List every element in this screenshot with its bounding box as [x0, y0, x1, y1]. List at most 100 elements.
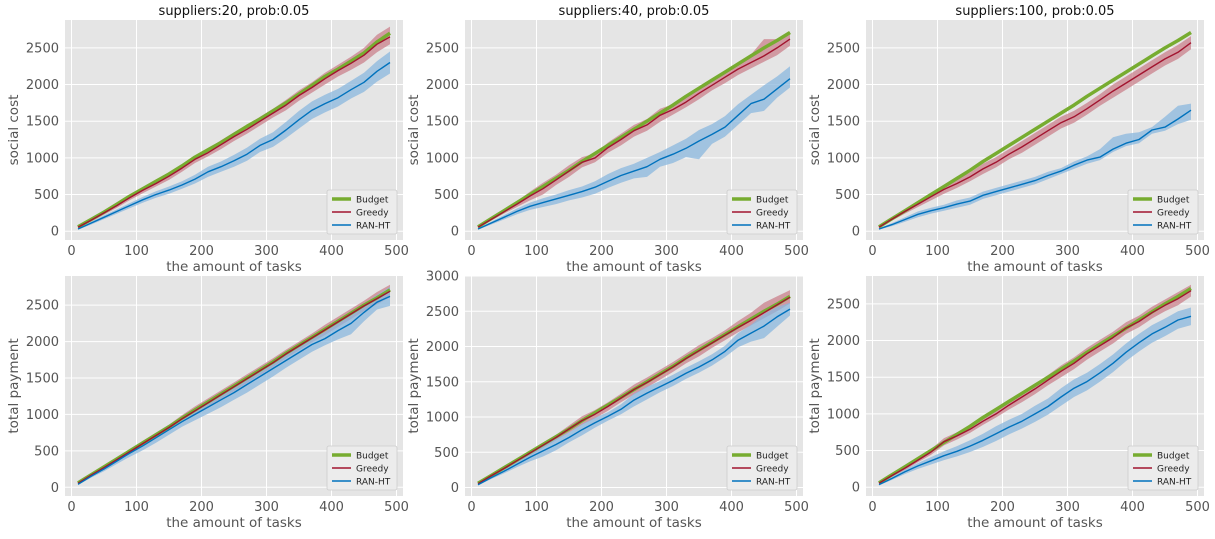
y-tick-label: 2500: [827, 41, 860, 56]
legend-label: RAN-HT: [356, 478, 391, 488]
x-tick-label: 200: [589, 500, 614, 515]
x-tick-label: 100: [925, 244, 950, 259]
legend-box: [726, 445, 798, 491]
y-axis-label: social cost: [6, 95, 22, 166]
x-tick-label: 500: [1185, 244, 1210, 259]
legend-label: Budget: [756, 196, 789, 206]
y-tick-label: 0: [451, 481, 459, 496]
series-line-greedy: [878, 290, 1192, 484]
x-tick-label: 300: [254, 500, 279, 515]
legend: Budget Greedy RAN-HT: [726, 445, 798, 491]
x-tick-label: 100: [524, 244, 549, 259]
y-tick-label: 2500: [426, 305, 459, 320]
x-tick-label: 100: [925, 500, 950, 515]
y-tick-label: 0: [51, 225, 59, 240]
y-tick-label: 500: [34, 188, 59, 203]
legend-label: Budget: [356, 196, 389, 206]
y-tick-label: 1500: [426, 375, 459, 390]
legend-box: [326, 445, 398, 491]
legend: Budget Greedy RAN-HT: [326, 189, 398, 235]
y-tick-label: 2500: [426, 41, 459, 56]
x-axis-label: the amount of tasks: [967, 259, 1103, 275]
y-tick-label: 2000: [426, 78, 459, 93]
chart-title: suppliers:20, prob:0.05: [159, 4, 310, 19]
y-tick-label: 1500: [426, 115, 459, 130]
legend-box: [1127, 445, 1199, 491]
chart-title: suppliers:100, prob:0.05: [955, 4, 1114, 19]
band-ranht: [879, 307, 1191, 486]
x-tick-label: 300: [1055, 500, 1080, 515]
y-axis-label: total payment: [6, 338, 22, 433]
y-tick-label: 1000: [426, 411, 459, 426]
series-line-greedy: [77, 36, 391, 228]
series-line-budget: [878, 287, 1192, 485]
x-tick-label: 500: [1185, 500, 1210, 515]
x-tick-label: 500: [384, 244, 409, 259]
y-tick-label: 1500: [26, 371, 59, 386]
legend-label: Greedy: [356, 209, 389, 219]
y-tick-label: 500: [434, 446, 459, 461]
x-tick-label: 0: [467, 244, 475, 259]
y-tick-label: 1000: [827, 151, 860, 166]
x-tick-label: 200: [189, 244, 214, 259]
y-tick-label: 1500: [827, 371, 860, 386]
legend: Budget Greedy RAN-HT: [1127, 189, 1199, 235]
y-tick-label: 1500: [26, 115, 59, 130]
x-tick-label: 200: [990, 244, 1015, 259]
y-tick-label: 500: [434, 188, 459, 203]
x-tick-label: 400: [319, 500, 344, 515]
x-axis-label: the amount of tasks: [566, 259, 702, 275]
x-tick-label: 0: [868, 244, 876, 259]
y-tick-label: 1000: [26, 151, 59, 166]
y-tick-label: 1000: [426, 151, 459, 166]
legend: Budget Greedy RAN-HT: [326, 445, 398, 491]
x-tick-label: 200: [990, 500, 1015, 515]
x-tick-label: 100: [124, 244, 149, 259]
legend-box: [1127, 189, 1199, 235]
legend-label: RAN-HT: [756, 478, 791, 488]
x-tick-label: 400: [719, 500, 744, 515]
y-tick-label: 500: [34, 444, 59, 459]
y-axis-label: social cost: [406, 95, 422, 166]
legend-label: Greedy: [756, 465, 789, 475]
series-line-ranht: [878, 315, 1192, 486]
legend-box: [326, 189, 398, 235]
legend-box: [726, 189, 798, 235]
series-line-greedy: [477, 38, 791, 228]
legend-label: RAN-HT: [1157, 222, 1192, 232]
y-tick-label: 2000: [426, 340, 459, 355]
x-tick-label: 0: [467, 500, 475, 515]
y-tick-label: 2000: [26, 78, 59, 93]
x-tick-label: 200: [589, 244, 614, 259]
y-tick-label: 2500: [26, 299, 59, 314]
x-tick-label: 300: [254, 244, 279, 259]
x-axis-label: the amount of tasks: [566, 515, 702, 531]
x-axis-label: the amount of tasks: [166, 515, 302, 531]
x-tick-label: 0: [868, 500, 876, 515]
x-tick-label: 0: [67, 244, 75, 259]
x-tick-label: 300: [654, 244, 679, 259]
legend: Budget Greedy RAN-HT: [726, 189, 798, 235]
x-axis-label: the amount of tasks: [166, 259, 302, 275]
y-tick-label: 0: [451, 225, 459, 240]
y-tick-label: 0: [852, 225, 860, 240]
series-line-budget: [477, 31, 791, 229]
legend-label: Budget: [1157, 196, 1190, 206]
x-tick-label: 400: [1120, 500, 1145, 515]
y-tick-label: 0: [51, 481, 59, 496]
y-tick-label: 3000: [426, 270, 459, 285]
legend-label: Budget: [756, 452, 789, 462]
y-tick-label: 1500: [827, 115, 860, 130]
y-axis-label: total payment: [807, 338, 823, 433]
chart-title: suppliers:40, prob:0.05: [559, 4, 710, 19]
legend-label: Budget: [1157, 452, 1190, 462]
x-tick-label: 0: [67, 500, 75, 515]
legend-label: Budget: [356, 452, 389, 462]
x-tick-label: 500: [784, 500, 809, 515]
y-tick-label: 0: [852, 481, 860, 496]
x-tick-label: 300: [654, 500, 679, 515]
legend-label: RAN-HT: [356, 222, 391, 232]
subplot-1: 0 100 200 300 400 500 0 500 1000 1500 2000 2500 supp…: [6, 4, 409, 275]
y-tick-label: 2000: [827, 78, 860, 93]
